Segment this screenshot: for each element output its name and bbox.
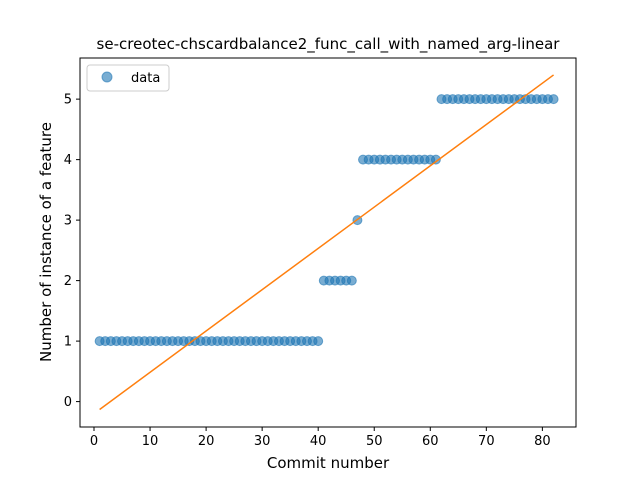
data-point-60 (430, 154, 441, 165)
y-tick-label-5: 5 (64, 93, 72, 108)
y-axis-label: Number of instance of a feature (37, 122, 55, 362)
x-tick-label-1: 10 (142, 434, 159, 449)
ticks-layer: 0 10 20 30 40 50 60 70 80 0 1 2 3 4 5 (64, 93, 551, 449)
y-tick-label-1: 1 (64, 335, 72, 350)
x-tick-label-4: 40 (310, 434, 327, 449)
data-point-45 (346, 275, 357, 286)
x-tick-label-7: 70 (478, 434, 495, 449)
y-tick-label-0: 0 (64, 395, 72, 410)
fit-line (99, 74, 555, 411)
x-tick-label-8: 80 (534, 434, 551, 449)
x-tick-label-2: 20 (198, 434, 215, 449)
plot-frame (79, 57, 577, 428)
y-tick-label-2: 2 (64, 274, 72, 289)
legend-entry-data: data (131, 71, 160, 86)
y-tick-label-3: 3 (64, 214, 72, 229)
legend-marker (101, 71, 113, 83)
plot-layer (94, 74, 559, 411)
legend-box (86, 64, 170, 92)
chart-title: se-creotec-chscardbalance2_func_call_wit… (97, 35, 561, 54)
x-axis-label: Commit number (267, 454, 390, 472)
data-point-81 (548, 94, 559, 105)
legend: data (86, 64, 170, 92)
x-tick-label-5: 50 (366, 434, 383, 449)
x-tick-label-0: 0 (90, 434, 98, 449)
y-tick-label-4: 4 (64, 153, 72, 168)
x-tick-label-3: 30 (254, 434, 271, 449)
x-tick-label-6: 60 (422, 434, 439, 449)
data-point-39 (313, 336, 324, 347)
